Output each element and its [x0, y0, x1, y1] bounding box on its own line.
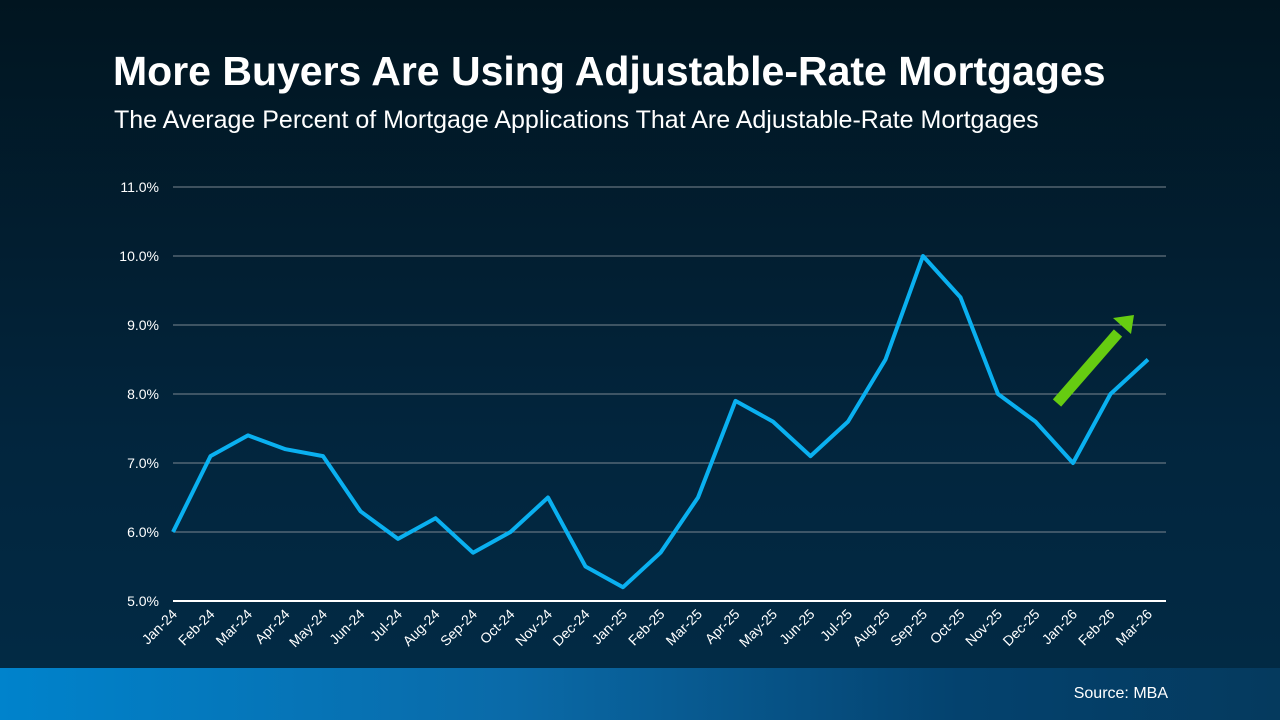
x-tick-label: Aug-24	[399, 606, 442, 649]
x-tick-label: Jun-25	[776, 606, 818, 648]
x-tick-label: Mar-25	[662, 606, 705, 649]
x-tick-label: Nov-25	[962, 606, 1005, 649]
x-tick-label: Jan-24	[139, 606, 181, 648]
x-tick-label: Dec-24	[549, 606, 592, 649]
footer-bar: Source: MBA	[0, 668, 1280, 720]
x-tick-label: May-24	[286, 606, 330, 650]
line-chart: 5.0%6.0%7.0%8.0%9.0%10.0%11.0%Jan-24Feb-…	[119, 179, 1166, 650]
x-tick-label: Mar-24	[212, 606, 255, 649]
x-tick-label: Sep-24	[437, 606, 480, 649]
y-tick-label: 11.0%	[120, 179, 159, 195]
x-tick-label: Feb-26	[1075, 606, 1118, 649]
x-tick-label: Nov-24	[512, 606, 555, 649]
x-tick-label: Feb-25	[625, 606, 668, 649]
source-label: Source: MBA	[1073, 685, 1168, 702]
x-tick-label: Jan-25	[589, 606, 631, 648]
y-tick-label: 6.0%	[127, 524, 159, 540]
y-tick-label: 9.0%	[127, 317, 159, 333]
x-tick-label: Oct-25	[927, 606, 968, 647]
y-tick-label: 5.0%	[127, 593, 159, 609]
x-tick-label: Sep-25	[887, 606, 930, 649]
x-tick-label: Aug-25	[849, 606, 892, 649]
x-tick-label: Oct-24	[477, 606, 518, 647]
chart-subtitle: The Average Percent of Mortgage Applicat…	[114, 106, 1039, 134]
x-tick-label: Jun-24	[326, 606, 368, 648]
y-tick-label: 10.0%	[119, 248, 159, 264]
series-line	[171, 254, 1150, 590]
x-tick-label: Mar-26	[1112, 606, 1155, 649]
x-tick-label: Feb-24	[175, 606, 218, 649]
x-tick-label: Dec-25	[999, 606, 1042, 649]
y-tick-label: 8.0%	[127, 386, 159, 402]
x-tick-label: Jan-26	[1039, 606, 1081, 648]
trend-arrow-icon	[1052, 315, 1134, 407]
chart-title: More Buyers Are Using Adjustable-Rate Mo…	[113, 48, 1106, 94]
x-tick-label: May-25	[736, 606, 780, 650]
y-tick-label: 7.0%	[127, 455, 159, 471]
